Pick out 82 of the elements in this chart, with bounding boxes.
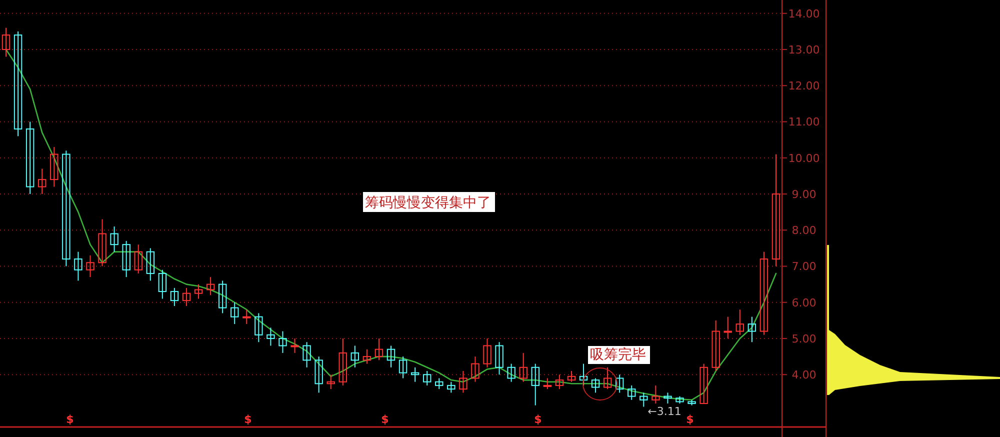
candlestick bbox=[664, 392, 672, 404]
candlestick bbox=[736, 309, 744, 336]
candlestick bbox=[519, 352, 528, 382]
y-tick-label: 10.00 bbox=[788, 152, 820, 165]
candlestick bbox=[422, 370, 432, 386]
candlestick bbox=[447, 381, 456, 394]
annotation: $ bbox=[66, 413, 74, 426]
candlestick bbox=[314, 356, 323, 394]
annotation: ←3.11 bbox=[648, 404, 682, 418]
candlestick bbox=[158, 269, 167, 300]
candlestick bbox=[14, 30, 22, 137]
annotation: 筹码慢慢变得集中了 bbox=[365, 195, 491, 211]
candlestick bbox=[567, 370, 576, 382]
candlestick bbox=[483, 338, 492, 368]
candlestick bbox=[290, 338, 299, 354]
y-tick-label: 11.00 bbox=[788, 116, 820, 129]
candlestick bbox=[603, 366, 612, 390]
candlestick bbox=[62, 150, 70, 267]
candlestick bbox=[266, 327, 275, 346]
candlestick bbox=[386, 345, 396, 368]
candlestick bbox=[531, 363, 540, 406]
candlestick bbox=[302, 342, 311, 368]
candlestick bbox=[555, 374, 564, 390]
candlestick bbox=[194, 284, 203, 300]
candlestick bbox=[2, 27, 10, 58]
y-tick-label: 14.00 bbox=[788, 7, 820, 20]
candlestick bbox=[110, 226, 118, 252]
candlestick bbox=[86, 254, 94, 278]
candlestick bbox=[338, 338, 347, 386]
candlestick bbox=[134, 244, 142, 274]
candlestick bbox=[772, 154, 780, 267]
candlestick bbox=[170, 287, 179, 306]
candlestick bbox=[26, 121, 34, 194]
candlestick bbox=[326, 374, 335, 390]
y-tick-label: 12.00 bbox=[788, 80, 820, 93]
y-tick-label: 7.00 bbox=[792, 260, 816, 274]
candlestick bbox=[38, 168, 46, 194]
candlestick bbox=[230, 302, 239, 325]
candlestick bbox=[206, 276, 215, 296]
candlestick bbox=[652, 384, 660, 404]
candlestick bbox=[278, 330, 287, 354]
candlestick bbox=[640, 392, 648, 408]
candlestick bbox=[350, 345, 360, 368]
candlestick bbox=[495, 342, 504, 376]
candlestick bbox=[760, 251, 768, 336]
candlestick bbox=[471, 356, 480, 382]
candlestick bbox=[254, 312, 263, 343]
y-tick-label: 6.00 bbox=[792, 296, 816, 310]
annotation: 吸筹完毕 bbox=[590, 347, 646, 363]
candlestick bbox=[98, 218, 106, 267]
candlestick bbox=[362, 348, 372, 364]
candlestick bbox=[74, 251, 82, 282]
annotation: $ bbox=[686, 413, 694, 426]
candlestick bbox=[435, 378, 444, 390]
candlestick bbox=[700, 363, 708, 404]
annotation: $ bbox=[534, 413, 542, 426]
candlestick bbox=[218, 280, 227, 314]
y-tick-label: 4.00 bbox=[792, 368, 816, 382]
candlestick bbox=[50, 146, 58, 188]
candlestick bbox=[122, 240, 130, 278]
candlestick bbox=[374, 338, 384, 361]
y-tick-label: 5.00 bbox=[792, 332, 816, 346]
candlestick bbox=[410, 366, 420, 382]
y-tick-label: 13.00 bbox=[788, 43, 820, 56]
candlestick bbox=[398, 356, 408, 379]
y-tick-label: 8.00 bbox=[792, 224, 816, 238]
annotation: $ bbox=[244, 413, 252, 426]
candlestick bbox=[724, 316, 732, 339]
candlestick bbox=[712, 320, 720, 372]
candlestick bbox=[543, 378, 552, 390]
candlestick bbox=[507, 363, 516, 382]
candlestick bbox=[459, 370, 468, 394]
candlestick bbox=[242, 309, 251, 325]
candlestick bbox=[615, 374, 624, 394]
candlestick bbox=[628, 384, 636, 400]
candlestick bbox=[146, 248, 154, 282]
candlestick bbox=[591, 378, 600, 394]
candlestick bbox=[748, 316, 756, 343]
candlestick bbox=[182, 287, 191, 306]
annotation: $ bbox=[381, 413, 389, 426]
candlestick bbox=[579, 363, 588, 386]
y-tick-label: 9.00 bbox=[792, 188, 816, 201]
